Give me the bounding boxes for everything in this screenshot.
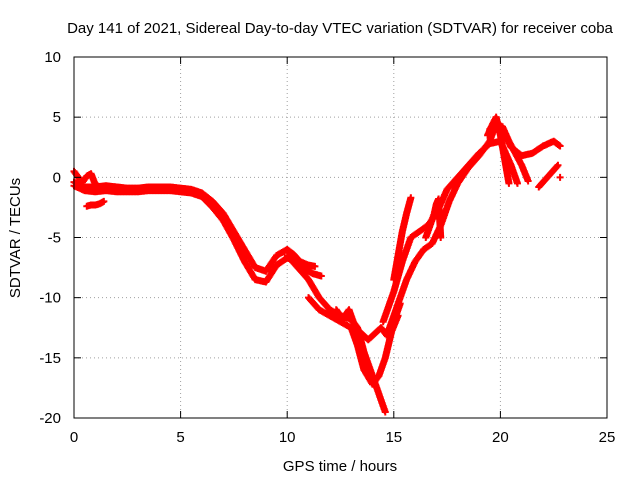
x-tick-label: 15: [385, 429, 402, 446]
x-tick-label: 5: [176, 429, 184, 446]
axis-ticks: 0 5 10 15 20 25 -20 -15 -10 -5 0 5 10: [39, 49, 615, 446]
y-tick-label: 10: [44, 49, 61, 66]
x-tick-label: 0: [70, 429, 78, 446]
series-track-rise-b: [383, 119, 564, 338]
series-track-late-b: [486, 119, 532, 185]
plot-frame: [73, 56, 608, 419]
x-tick-label: 10: [279, 429, 296, 446]
series-track-spike-a: [390, 194, 415, 284]
data-marker: [100, 197, 108, 205]
y-tick-label: 0: [53, 169, 61, 186]
data-marker: [113, 183, 121, 191]
data-marker: [437, 234, 445, 241]
series-track-tail-point: [556, 173, 564, 181]
y-tick-label: -15: [39, 350, 61, 367]
data-marker: [317, 272, 325, 280]
y-tick-label: -10: [39, 290, 61, 307]
data-marker: [524, 177, 532, 185]
data-markers: [70, 113, 564, 416]
chart-title: Day 141 of 2021, Sidereal Day-to-day VTE…: [67, 20, 613, 37]
y-tick-label: -5: [48, 230, 61, 247]
series-track-spike-b: [422, 195, 445, 241]
data-marker: [311, 262, 319, 270]
data-marker: [556, 142, 564, 150]
data-marker: [554, 161, 562, 169]
x-axis-label: GPS time / hours: [283, 458, 397, 475]
data-marker: [407, 194, 415, 202]
series-track-tail: [535, 161, 562, 191]
series-track-early-upper: [70, 167, 121, 192]
y-tick-label: -20: [39, 410, 61, 427]
data-marker: [505, 179, 513, 187]
x-tick-label: 25: [599, 429, 616, 446]
y-tick-label: 5: [53, 109, 61, 126]
x-tick-label: 20: [492, 429, 509, 446]
grid-lines: [74, 57, 607, 418]
series-track-early-lower: [83, 197, 108, 210]
y-axis-label: SDTVAR / TECUs: [7, 178, 24, 298]
data-marker: [556, 173, 564, 181]
data-marker: [381, 408, 389, 416]
data-marker: [513, 179, 521, 187]
series-track-lower: [70, 182, 325, 286]
